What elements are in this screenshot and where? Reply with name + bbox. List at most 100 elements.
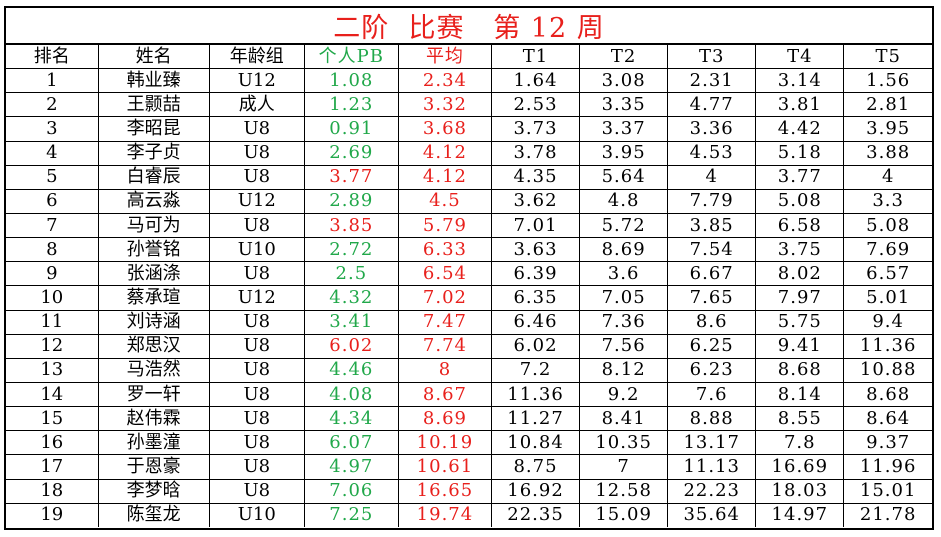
average-cell: 4.12 bbox=[397, 164, 492, 190]
average-cell: 16.65 bbox=[397, 478, 492, 504]
table-row: 14 罗一轩 U8 4.08 8.67 11.36 9.2 7.6 8.14 8.68 bbox=[6, 381, 932, 408]
table-row: 19 陈玺龙 U10 7.25 19.74 22.35 15.09 35.64 14.97 21.… bbox=[6, 502, 932, 527]
age-group-cell: U12 bbox=[208, 68, 305, 94]
t4-cell: 9.41 bbox=[755, 333, 845, 359]
t2-cell: 5.64 bbox=[579, 164, 669, 190]
t1-cell: 11.27 bbox=[490, 406, 581, 432]
personal-best-cell: 1.23 bbox=[303, 92, 399, 118]
t4-cell: 3.77 bbox=[755, 164, 845, 190]
age-group-cell: U8 bbox=[208, 309, 305, 335]
rank-cell: 9 bbox=[6, 261, 99, 287]
t3-cell: 4 bbox=[667, 164, 757, 190]
average-cell: 2.34 bbox=[397, 68, 492, 94]
name-cell: 张涵涤 bbox=[97, 261, 210, 287]
t1-cell: 3.78 bbox=[490, 140, 581, 166]
age-group-cell: U8 bbox=[208, 357, 305, 383]
table-row: 4 李子贞 U8 2.69 4.12 3.78 3.95 4.53 5.18 3.88 bbox=[6, 140, 932, 166]
t1-cell: 6.02 bbox=[490, 333, 581, 359]
personal-best-cell: 3.41 bbox=[303, 309, 399, 335]
t3-cell: 7.65 bbox=[667, 285, 757, 311]
personal-best-cell: 2.72 bbox=[303, 237, 399, 263]
age-group-cell: U8 bbox=[208, 454, 305, 480]
name-cell: 赵伟霖 bbox=[97, 406, 210, 432]
personal-best-cell: 3.85 bbox=[303, 212, 399, 239]
t2-cell: 5.72 bbox=[579, 212, 669, 239]
t2-cell: 8.12 bbox=[579, 357, 669, 383]
t1-cell: 11.36 bbox=[490, 381, 581, 408]
t3-cell: 4.77 bbox=[667, 92, 757, 118]
name-cell: 陈玺龙 bbox=[97, 502, 210, 527]
t4-cell: 8.55 bbox=[755, 406, 845, 432]
t5-cell: 10.88 bbox=[843, 357, 932, 383]
personal-best-cell: 2.89 bbox=[303, 188, 399, 214]
t3-cell: 13.17 bbox=[667, 430, 757, 456]
average-cell: 10.61 bbox=[397, 454, 492, 480]
t1-cell: 10.84 bbox=[490, 430, 581, 456]
t1-cell: 3.73 bbox=[490, 116, 581, 142]
age-group-cell: U8 bbox=[208, 430, 305, 456]
personal-best-cell: 2.5 bbox=[303, 261, 399, 287]
t5-cell: 6.57 bbox=[843, 261, 932, 287]
rank-cell: 16 bbox=[6, 430, 99, 456]
age-group-cell: U8 bbox=[208, 381, 305, 408]
t4-cell: 3.75 bbox=[755, 237, 845, 263]
rank-cell: 4 bbox=[6, 140, 99, 166]
t5-cell: 8.64 bbox=[843, 406, 932, 432]
age-group-cell: U8 bbox=[208, 406, 305, 432]
rank-cell: 13 bbox=[6, 357, 99, 383]
t4-cell: 7.8 bbox=[755, 430, 845, 456]
table-row: 8 孙誉铭 U10 2.72 6.33 3.63 8.69 7.54 3.75 7.69 bbox=[6, 237, 932, 263]
header-row: 排名 姓名 年龄组 个人PB 平均 T1 T2 T3 T4 T5 bbox=[6, 43, 932, 70]
t5-cell: 5.08 bbox=[843, 212, 932, 239]
personal-best-cell: 4.97 bbox=[303, 454, 399, 480]
name-cell: 蔡承瑄 bbox=[97, 285, 210, 311]
average-cell: 6.54 bbox=[397, 261, 492, 287]
average-cell: 19.74 bbox=[397, 502, 492, 527]
results-sheet: 二阶 比赛 第 12 周 排名 姓名 年龄组 个人PB 平均 T1 T2 T3 T4 T5 1 韩业… bbox=[4, 6, 934, 530]
t4-cell: 4.42 bbox=[755, 116, 845, 142]
t2-cell: 7 bbox=[579, 454, 669, 480]
name-cell: 马浩然 bbox=[97, 357, 210, 383]
t5-cell: 21.78 bbox=[843, 502, 932, 527]
header-t3: T3 bbox=[667, 43, 757, 70]
t1-cell: 6.46 bbox=[490, 309, 581, 335]
t1-cell: 1.64 bbox=[490, 68, 581, 94]
age-group-cell: U8 bbox=[208, 212, 305, 239]
t2-cell: 7.05 bbox=[579, 285, 669, 311]
personal-best-cell: 2.69 bbox=[303, 140, 399, 166]
personal-best-cell: 4.08 bbox=[303, 381, 399, 408]
rank-cell: 15 bbox=[6, 406, 99, 432]
t1-cell: 3.63 bbox=[490, 237, 581, 263]
name-cell: 李子贞 bbox=[97, 140, 210, 166]
t2-cell: 3.6 bbox=[579, 261, 669, 287]
table-row: 16 孙墨潼 U8 6.07 10.19 10.84 10.35 13.17 7.8 9.37 bbox=[6, 430, 932, 456]
age-group-cell: U8 bbox=[208, 116, 305, 142]
rank-cell: 17 bbox=[6, 454, 99, 480]
age-group-cell: U12 bbox=[208, 188, 305, 214]
t3-cell: 2.31 bbox=[667, 68, 757, 94]
name-cell: 于恩豪 bbox=[97, 454, 210, 480]
name-cell: 韩业臻 bbox=[97, 68, 210, 94]
average-cell: 10.19 bbox=[397, 430, 492, 456]
average-cell: 4.12 bbox=[397, 140, 492, 166]
t1-cell: 22.35 bbox=[490, 502, 581, 527]
personal-best-cell: 4.32 bbox=[303, 285, 399, 311]
t5-cell: 11.96 bbox=[843, 454, 932, 480]
t2-cell: 3.35 bbox=[579, 92, 669, 118]
age-group-cell: U10 bbox=[208, 237, 305, 263]
t5-cell: 3.3 bbox=[843, 188, 932, 214]
name-cell: 孙誉铭 bbox=[97, 237, 210, 263]
t4-cell: 8.14 bbox=[755, 381, 845, 408]
personal-best-cell: 7.06 bbox=[303, 478, 399, 504]
rank-cell: 6 bbox=[6, 188, 99, 214]
personal-best-cell: 0.91 bbox=[303, 116, 399, 142]
rank-cell: 11 bbox=[6, 309, 99, 335]
header-average: 平均 bbox=[397, 43, 492, 70]
personal-best-cell: 1.08 bbox=[303, 68, 399, 94]
t3-cell: 7.6 bbox=[667, 381, 757, 408]
average-cell: 4.5 bbox=[397, 188, 492, 214]
table-row: 7 马可为 U8 3.85 5.79 7.01 5.72 3.85 6.58 5.08 bbox=[6, 212, 932, 239]
t5-cell: 15.01 bbox=[843, 478, 932, 504]
table-body: 1 韩业臻 U12 1.08 2.34 1.64 3.08 2.31 3.14 1.56 2 王颢喆成… bbox=[6, 68, 932, 527]
t1-cell: 7.2 bbox=[490, 357, 581, 383]
